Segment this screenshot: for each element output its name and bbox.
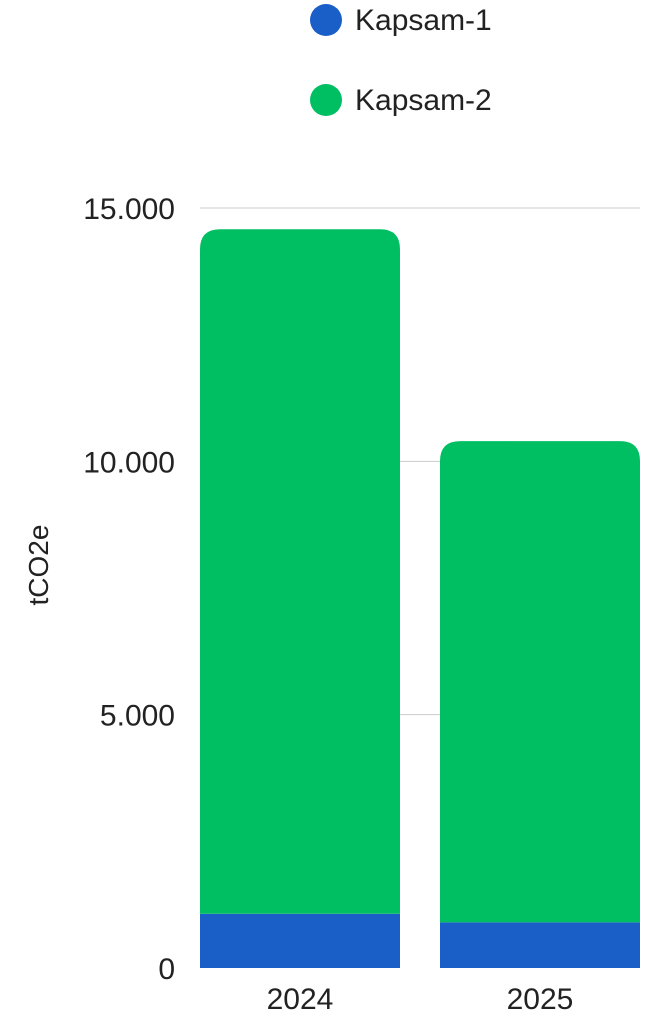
- bar-segment: [440, 441, 640, 923]
- y-tick-label: 5.000: [100, 700, 175, 733]
- bar-segment: [440, 922, 640, 968]
- y-tick-label: 0: [158, 953, 175, 986]
- legend: Kapsam-1 Kapsam-2: [310, 4, 492, 117]
- x-axis-ticks: 2024 2025: [267, 983, 574, 1016]
- y-axis-ticks: 0 5.000 10.000 15.000: [83, 193, 175, 986]
- y-tick-label: 15.000: [83, 193, 175, 226]
- legend-label: Kapsam-2: [355, 84, 492, 117]
- bar-segment: [200, 913, 400, 968]
- bar-segment: [200, 229, 400, 914]
- legend-marker: [310, 84, 342, 116]
- x-tick-label: 2024: [267, 983, 334, 1016]
- y-tick-label: 10.000: [83, 446, 175, 479]
- legend-label: Kapsam-1: [355, 4, 492, 37]
- y-axis-title: tCO2e: [23, 525, 54, 606]
- bars: [200, 229, 640, 968]
- x-tick-label: 2025: [507, 983, 574, 1016]
- legend-marker: [310, 4, 342, 36]
